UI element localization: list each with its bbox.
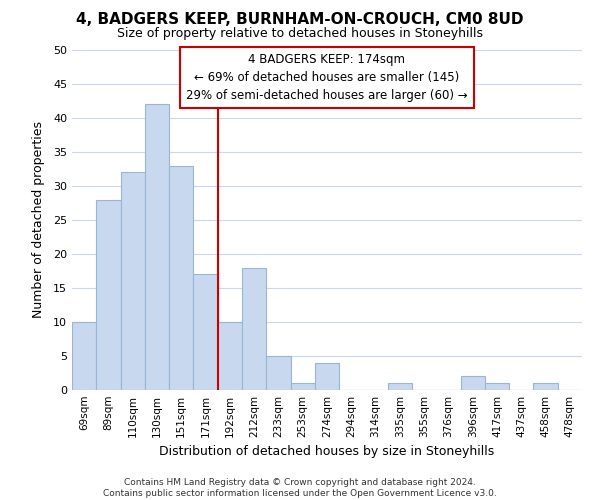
Bar	[485, 383, 509, 390]
Bar	[461, 376, 485, 390]
Text: Size of property relative to detached houses in Stoneyhills: Size of property relative to detached ho…	[117, 28, 483, 40]
X-axis label: Distribution of detached houses by size in Stoneyhills: Distribution of detached houses by size …	[160, 446, 494, 458]
Bar	[218, 322, 242, 390]
Bar	[72, 322, 96, 390]
Bar	[169, 166, 193, 390]
Text: 4, BADGERS KEEP, BURNHAM-ON-CROUCH, CM0 8UD: 4, BADGERS KEEP, BURNHAM-ON-CROUCH, CM0 …	[76, 12, 524, 28]
Text: 4 BADGERS KEEP: 174sqm
← 69% of detached houses are smaller (145)
29% of semi-de: 4 BADGERS KEEP: 174sqm ← 69% of detached…	[186, 54, 468, 102]
Y-axis label: Number of detached properties: Number of detached properties	[32, 122, 44, 318]
Bar	[96, 200, 121, 390]
Bar	[193, 274, 218, 390]
Text: Contains HM Land Registry data © Crown copyright and database right 2024.
Contai: Contains HM Land Registry data © Crown c…	[103, 478, 497, 498]
Bar	[121, 172, 145, 390]
Bar	[266, 356, 290, 390]
Bar	[388, 383, 412, 390]
Bar	[242, 268, 266, 390]
Bar	[315, 363, 339, 390]
Bar	[145, 104, 169, 390]
Bar	[533, 383, 558, 390]
Bar	[290, 383, 315, 390]
